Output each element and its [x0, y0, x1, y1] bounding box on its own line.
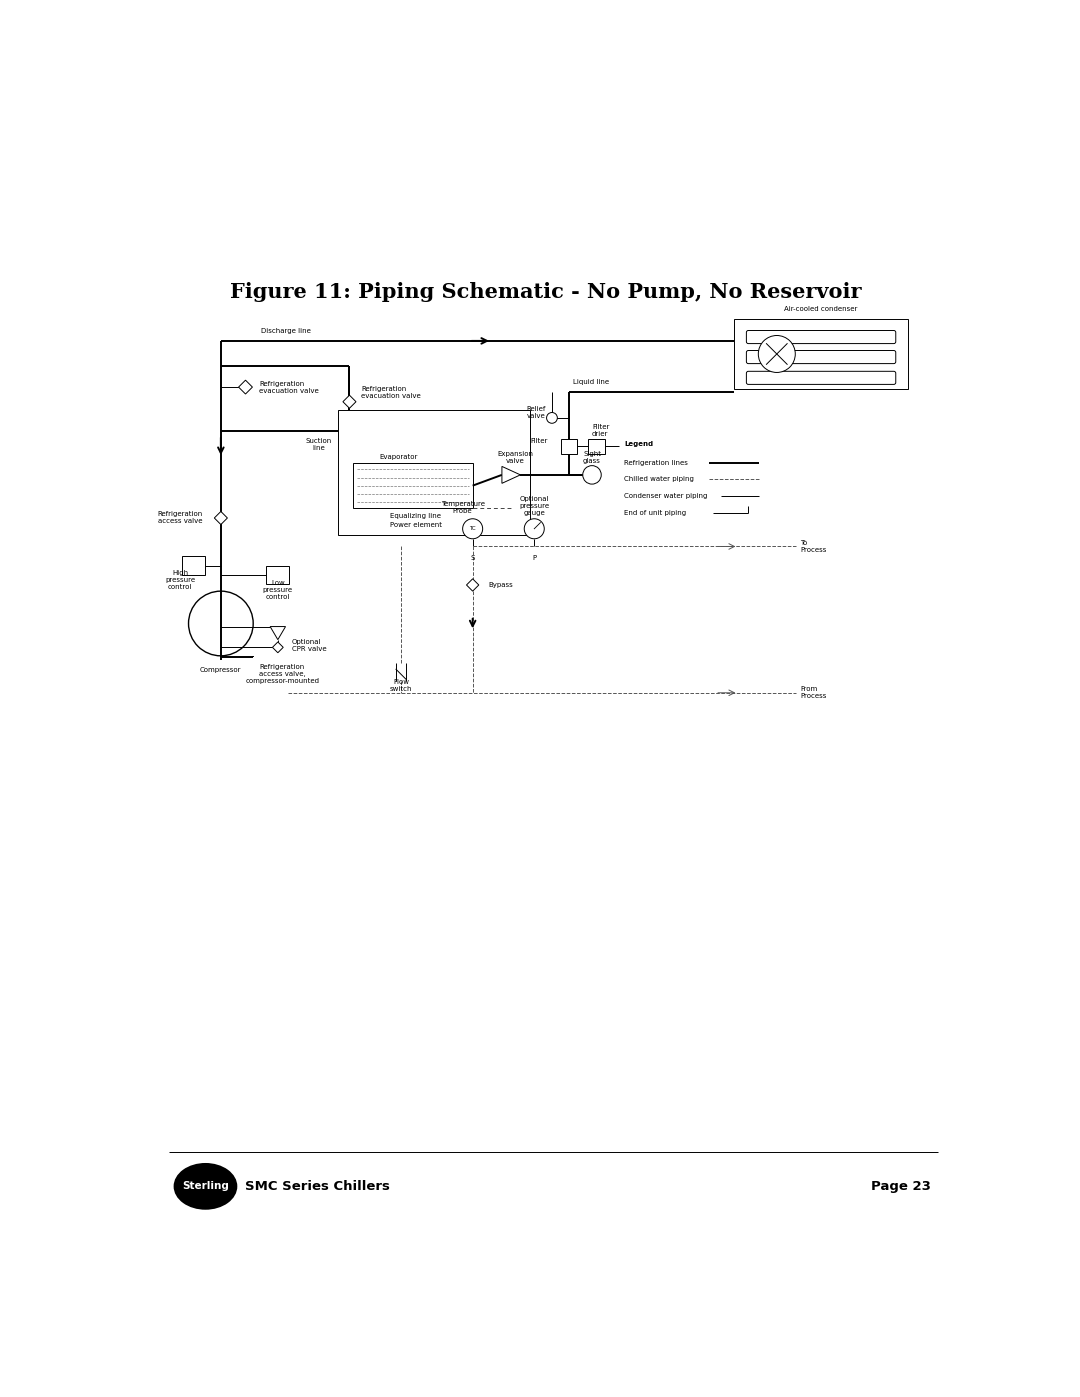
Text: Liquid line: Liquid line	[572, 380, 609, 386]
Circle shape	[189, 591, 253, 655]
Polygon shape	[272, 643, 283, 652]
Text: TC: TC	[470, 527, 476, 531]
Text: Suction
line: Suction line	[306, 437, 332, 451]
Polygon shape	[270, 627, 285, 640]
Circle shape	[546, 412, 557, 423]
Text: Refrigeration
access valve: Refrigeration access valve	[158, 511, 203, 524]
FancyBboxPatch shape	[746, 331, 895, 344]
Polygon shape	[343, 395, 356, 408]
Text: Condenser water piping: Condenser water piping	[624, 493, 707, 500]
Text: High
pressure
control: High pressure control	[165, 570, 195, 590]
Circle shape	[758, 335, 795, 373]
Text: Evaporator: Evaporator	[379, 454, 418, 460]
Text: Equalizing line: Equalizing line	[390, 513, 442, 518]
Bar	[338, 411, 530, 535]
Text: Sight
glass: Sight glass	[583, 451, 600, 464]
Text: S: S	[471, 555, 475, 562]
Circle shape	[583, 465, 602, 485]
Text: Bypass: Bypass	[488, 583, 513, 588]
Text: Refrigeration
evacuation valve: Refrigeration evacuation valve	[361, 386, 421, 400]
Bar	[181, 556, 205, 576]
Polygon shape	[214, 511, 228, 524]
Bar	[562, 439, 577, 454]
Text: Air-cooled condenser: Air-cooled condenser	[784, 306, 858, 313]
Ellipse shape	[175, 1164, 237, 1208]
Text: Optional
pressure
gauge: Optional pressure gauge	[519, 496, 550, 515]
Text: To
Process: To Process	[800, 541, 826, 553]
Text: Optional
CPR valve: Optional CPR valve	[292, 640, 326, 652]
Polygon shape	[239, 380, 253, 394]
FancyBboxPatch shape	[746, 351, 895, 363]
Text: Discharge line: Discharge line	[261, 328, 311, 334]
Text: Refrigeration lines: Refrigeration lines	[624, 460, 688, 465]
Text: Filter: Filter	[530, 439, 548, 444]
Text: Legend: Legend	[624, 441, 653, 447]
Bar	[589, 439, 605, 454]
Text: Compressor: Compressor	[200, 666, 242, 673]
Text: Filter
drier: Filter drier	[592, 425, 609, 437]
Circle shape	[462, 518, 483, 539]
Bar	[734, 320, 907, 388]
Text: Chilled water piping: Chilled water piping	[624, 476, 694, 482]
Text: Sterling: Sterling	[183, 1182, 229, 1192]
Text: Temperature
Probe: Temperature Probe	[441, 500, 485, 514]
Text: Refrigeration
evacuation valve: Refrigeration evacuation valve	[259, 380, 319, 394]
FancyBboxPatch shape	[746, 372, 895, 384]
Text: P: P	[532, 555, 537, 562]
Text: From
Process: From Process	[800, 686, 826, 700]
Circle shape	[524, 518, 544, 539]
Text: Low
pressure
control: Low pressure control	[262, 580, 293, 601]
Text: Relief
valve: Relief valve	[527, 407, 545, 419]
Text: End of unit piping: End of unit piping	[624, 510, 687, 517]
Text: Expansion
valve: Expansion valve	[497, 451, 534, 464]
Text: Figure 11: Piping Schematic - No Pump, No Reservoir: Figure 11: Piping Schematic - No Pump, N…	[230, 282, 862, 302]
Text: Power element: Power element	[390, 522, 443, 528]
Polygon shape	[467, 578, 478, 591]
Text: Flow
switch: Flow switch	[390, 679, 413, 693]
Bar	[267, 566, 289, 584]
Text: Refrigeration
access valve,
compressor-mounted: Refrigeration access valve, compressor-m…	[245, 664, 320, 683]
Text: Page 23: Page 23	[870, 1180, 931, 1193]
Text: SMC Series Chillers: SMC Series Chillers	[245, 1180, 390, 1193]
Bar	[353, 464, 473, 509]
Polygon shape	[502, 467, 521, 483]
